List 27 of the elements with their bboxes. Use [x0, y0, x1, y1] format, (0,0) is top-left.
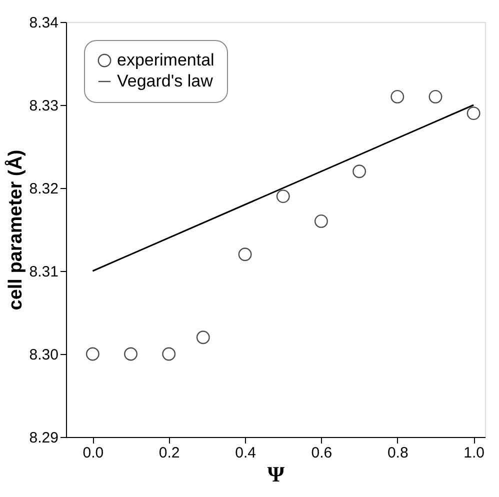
y-tick-label: 8.31 [29, 264, 58, 280]
point [196, 330, 210, 344]
y-tick-label: 8.33 [29, 98, 58, 114]
y-tick-label: 8.30 [29, 346, 58, 364]
point [238, 248, 252, 262]
point [86, 347, 100, 361]
point [314, 214, 328, 228]
y-axis-title: cell parameter (Å) [4, 150, 26, 310]
point [124, 347, 138, 361]
legend-label: Vegard's law [117, 72, 214, 90]
y-tick-label: 8.32 [29, 180, 58, 198]
point [466, 106, 480, 120]
point [352, 164, 366, 178]
x-tick-label: 0.0 [82, 444, 104, 462]
y-tick-label: 8.34 [29, 14, 58, 32]
point [162, 347, 176, 361]
point [428, 90, 442, 104]
x-tick-label: 1.0 [464, 444, 484, 462]
point [390, 90, 404, 104]
y-tick-label: 8.29 [29, 430, 58, 446]
x-tick-label: 0.2 [158, 444, 180, 462]
x-axis-title: Ψ [267, 462, 286, 486]
point [276, 190, 290, 204]
x-tick-label: 0.6 [311, 444, 332, 462]
x-tick-label: 0.8 [387, 444, 408, 462]
legend-label: experimental [117, 50, 214, 70]
x-tick-label: 0.4 [235, 444, 256, 462]
